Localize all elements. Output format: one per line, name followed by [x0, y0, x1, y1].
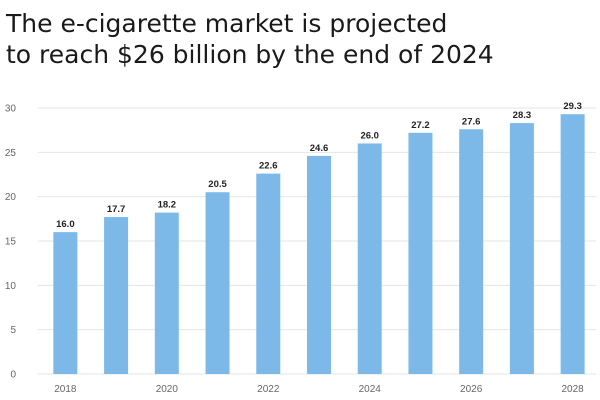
x-tick-label: 2026: [460, 384, 483, 395]
data-label: 29.3: [563, 101, 582, 112]
bar: [53, 232, 78, 374]
data-label: 16.0: [56, 219, 75, 230]
chart-title: The e-cigarette market is projected to r…: [6, 8, 596, 70]
bar: [154, 212, 179, 374]
bar: [104, 217, 129, 374]
bar: [205, 192, 230, 374]
data-label: 17.7: [107, 204, 126, 215]
x-tick-label: 2024: [359, 384, 382, 395]
chart-title-line-1: The e-cigarette market is projected: [6, 9, 448, 38]
data-label: 18.2: [158, 200, 177, 211]
bar: [357, 143, 382, 374]
data-label: 20.5: [208, 179, 227, 190]
y-tick-label: 30: [5, 104, 17, 115]
data-label: 27.2: [411, 120, 430, 131]
y-tick-label: 5: [10, 325, 16, 336]
data-label: 27.6: [462, 116, 481, 127]
bar: [459, 129, 484, 374]
x-tick-label: 2018: [54, 384, 77, 395]
data-label: 28.3: [513, 110, 532, 121]
y-tick-label: 15: [5, 237, 17, 248]
data-label: 26.0: [360, 130, 379, 141]
y-tick-label: 20: [5, 192, 17, 203]
x-tick-label: 2028: [562, 384, 585, 395]
y-tick-label: 10: [5, 281, 17, 292]
chart-title-line-2: to reach $26 billion by the end of 2024: [6, 40, 494, 69]
bar: [307, 155, 331, 374]
bar: [408, 132, 433, 374]
bar: [256, 173, 281, 374]
bar: [560, 114, 585, 374]
data-label: 24.6: [310, 143, 329, 154]
y-tick-label: 25: [5, 148, 17, 159]
x-tick-label: 2022: [257, 384, 280, 395]
y-tick-label: 0: [10, 370, 16, 381]
x-tick-label: 2020: [156, 384, 179, 395]
bar: [509, 123, 534, 374]
data-label: 22.6: [259, 161, 278, 172]
